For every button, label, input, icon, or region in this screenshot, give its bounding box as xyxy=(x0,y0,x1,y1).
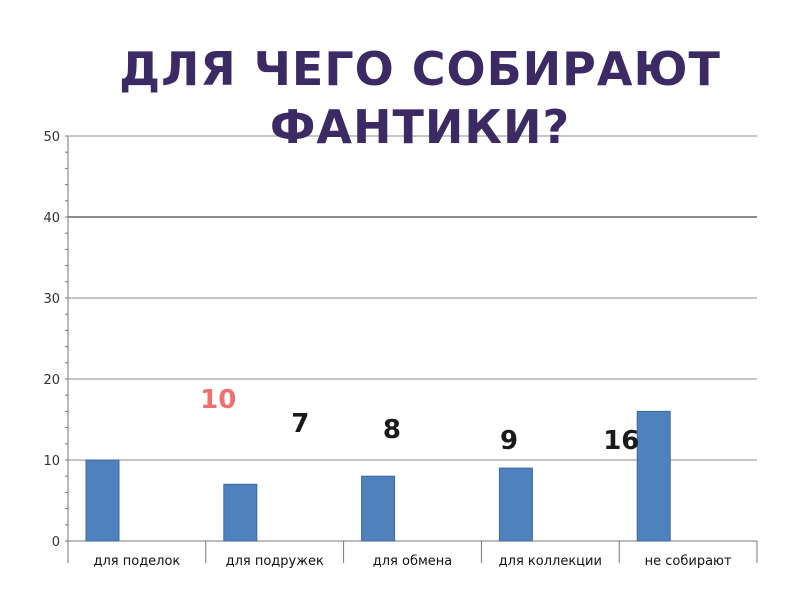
data-label: 10 xyxy=(200,385,236,415)
x-category-label: не собирают xyxy=(645,554,732,569)
chart-title-line-1: ДЛЯ ЧЕГО СОБИРАЮТ xyxy=(119,42,721,96)
bar xyxy=(85,459,120,542)
y-tick-label: 30 xyxy=(43,292,60,307)
bar xyxy=(223,483,258,542)
x-category-label: для подружек xyxy=(226,554,324,569)
x-category-label: для обмена xyxy=(373,554,453,569)
data-label: 16 xyxy=(603,426,639,456)
bar xyxy=(498,467,533,542)
y-tick-label: 0 xyxy=(52,535,60,550)
chart-title-line-2: ФАНТИКИ? xyxy=(269,100,571,154)
x-category-label: для поделок xyxy=(93,554,180,569)
data-label: 9 xyxy=(500,426,518,456)
y-tick-label: 40 xyxy=(43,211,60,226)
chart-title: ДЛЯ ЧЕГО СОБИРАЮТ ФАНТИКИ? xyxy=(0,40,800,156)
x-category-label: для коллекции xyxy=(499,554,602,569)
y-tick-label: 20 xyxy=(43,373,60,388)
data-label: 7 xyxy=(291,409,309,439)
data-label: 8 xyxy=(383,415,401,445)
y-tick-label: 50 xyxy=(43,130,60,145)
bar xyxy=(636,410,671,542)
bar xyxy=(361,475,396,542)
y-tick-label: 10 xyxy=(43,454,60,469)
